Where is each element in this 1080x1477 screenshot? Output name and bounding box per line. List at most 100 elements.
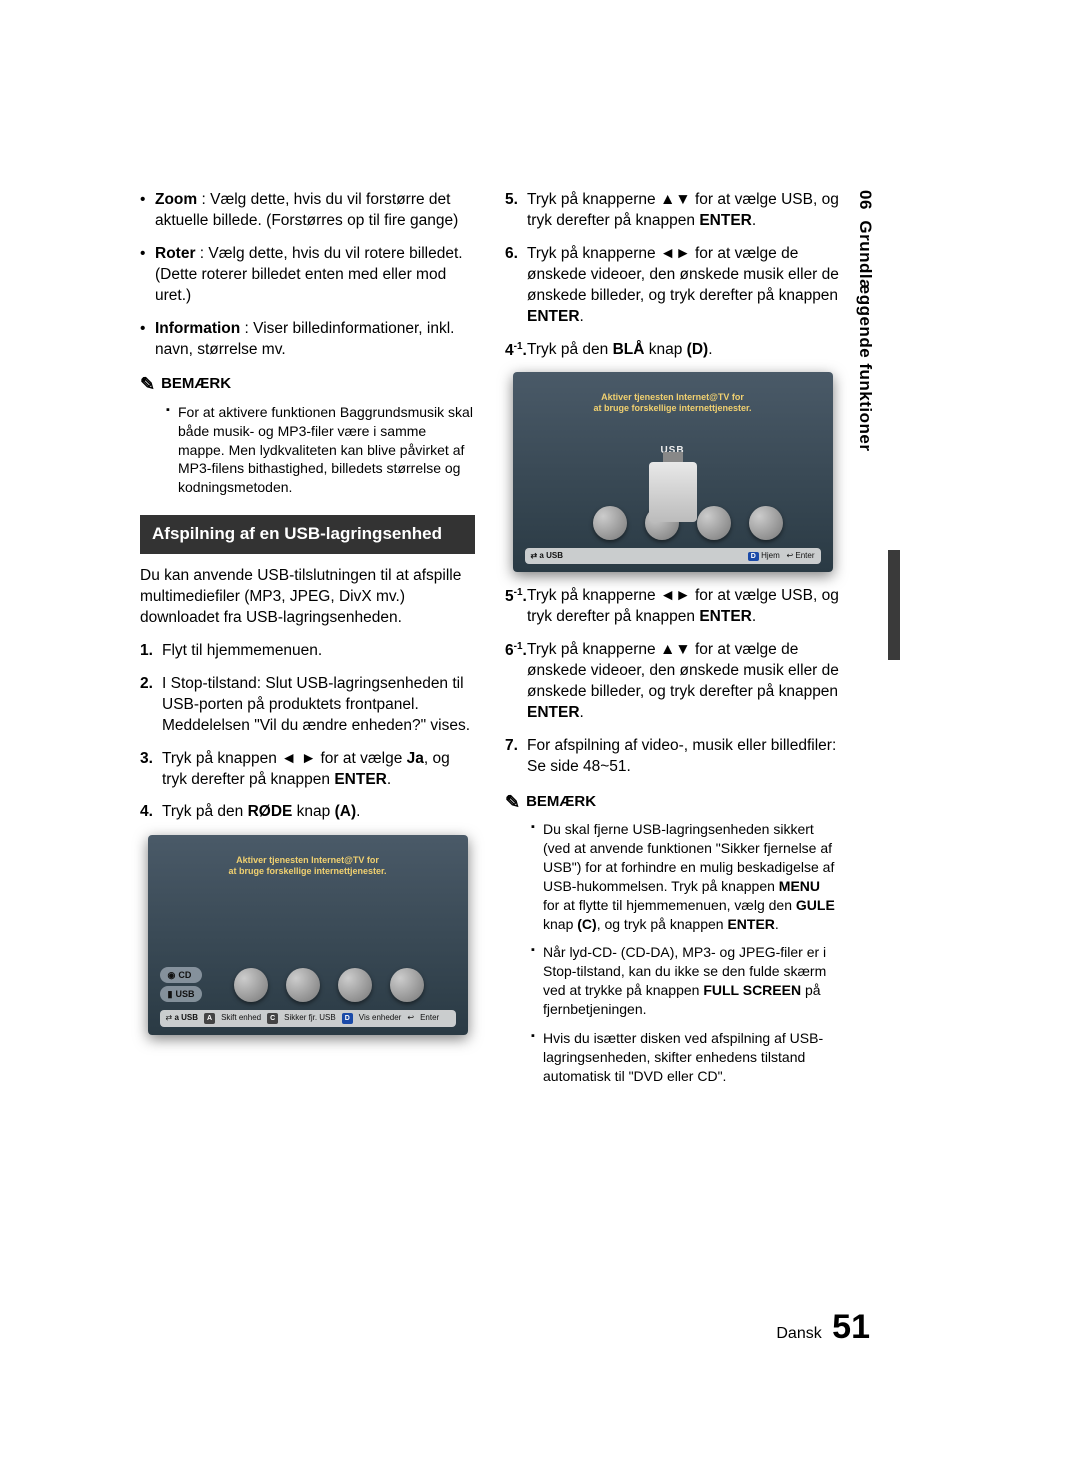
section-heading: Afspilning af en USB-lagringsenhed xyxy=(140,515,475,554)
step-4: 4. Tryk på den RØDE knap (A). xyxy=(140,802,475,823)
footer-text: ⇄ a USB xyxy=(166,1013,199,1024)
step-text: Flyt til hjemmemenuen. xyxy=(162,642,322,659)
footer-text: Enter xyxy=(420,1013,439,1024)
note-icon: ✎ xyxy=(140,372,155,396)
side-chapter-tab: 06 Grundlæggende funktioner xyxy=(855,190,875,451)
term: Information xyxy=(155,320,240,337)
manual-page: 06 Grundlæggende funktioner Zoom : Vælg … xyxy=(0,0,1080,1477)
note-icon: ✎ xyxy=(505,790,520,814)
banner-line1: Aktiver tjenesten Internet@TV for xyxy=(160,855,456,866)
disc-icon: ◉ xyxy=(168,969,176,981)
step-text: Tryk på knapperne ▲▼ for at vælge de øns… xyxy=(527,641,839,721)
tv-screenshot-with-chips: Aktiver tjenesten Internet@TV for at bru… xyxy=(148,835,468,1035)
step-number: 4-1. xyxy=(505,340,527,362)
chip-cd: ◉CD xyxy=(160,967,203,983)
step-5-1: 5-1. Tryk på knapperne ◄► for at vælge U… xyxy=(505,586,840,628)
chapter-title: Grundlæggende funktioner xyxy=(856,220,875,451)
tv-screenshot-usb: Aktiver tjenesten Internet@TV for at bru… xyxy=(513,372,833,572)
def-information: Information : Viser billedinformationer,… xyxy=(140,319,475,361)
step-3: 3. Tryk på knappen ◄ ► for at vælge Ja, … xyxy=(140,749,475,791)
footer-text: Skift enhed xyxy=(221,1013,261,1024)
step-4-1: 4-1. Tryk på den BLÅ knap (D). xyxy=(505,340,840,361)
step-number: 6. xyxy=(505,244,518,265)
def-zoom: Zoom : Vælg dette, hvis du vil forstørre… xyxy=(140,190,475,232)
usb-preview: USB xyxy=(649,444,697,522)
banner-line2: at bruge forskellige internettjenester. xyxy=(525,403,821,414)
chip-label: CD xyxy=(178,969,191,981)
note-heading: ✎ BEMÆRK xyxy=(505,790,840,814)
note-text: Hvis du isætter disken ved afspilning af… xyxy=(505,1029,840,1086)
media-icon xyxy=(338,968,372,1002)
footer-right: D Hjem ↩ Enter xyxy=(748,551,815,562)
step-text: Tryk på knappen ◄ ► for at vælge Ja, og … xyxy=(162,750,450,788)
footer-text: ⇄ a USB xyxy=(531,551,564,562)
step-number: 2. xyxy=(140,674,153,695)
step-1: 1. Flyt til hjemmemenuen. xyxy=(140,641,475,662)
media-icon xyxy=(390,968,424,1002)
step-5: 5. Tryk på knapperne ▲▼ for at vælge USB… xyxy=(505,190,840,232)
screenshot-banner: Aktiver tjenesten Internet@TV for at bru… xyxy=(160,855,456,877)
note-heading: ✎ BEMÆRK xyxy=(140,372,475,396)
chapter-number: 06 xyxy=(856,190,875,210)
step-text: Tryk på den RØDE knap (A). xyxy=(162,803,360,820)
banner-line2: at bruge forskellige internettjenester. xyxy=(160,866,456,877)
button-d-tag: D xyxy=(748,552,759,561)
step-number: 1. xyxy=(140,641,153,662)
media-icon xyxy=(749,506,783,540)
step-number: 7. xyxy=(505,736,518,757)
step-text: Tryk på knapperne ◄► for at vælge de øns… xyxy=(527,245,839,325)
page-number: 51 xyxy=(832,1308,870,1346)
step-text: Tryk på den BLÅ knap (D). xyxy=(527,341,713,358)
usb-icon: ▮ xyxy=(168,988,173,1000)
note-label: BEMÆRK xyxy=(161,374,231,394)
device-chips: ◉CD ▮USB xyxy=(160,967,203,1002)
step-number: 3. xyxy=(140,749,153,770)
button-d-tag: D xyxy=(342,1013,353,1024)
thumb-index-bar xyxy=(888,550,900,660)
button-c-tag: C xyxy=(267,1013,278,1024)
footer-text: Sikker fjr. USB xyxy=(284,1013,336,1024)
note-text: Du skal fjerne USB-lagringsenheden sikke… xyxy=(505,820,840,933)
chip-label: USB xyxy=(175,988,194,1000)
step-7: 7. For afspilning af video-, musik eller… xyxy=(505,736,840,778)
media-icon xyxy=(234,968,268,1002)
step-number: 6-1. xyxy=(505,640,527,662)
def-roter: Roter : Vælg dette, hvis du vil rotere b… xyxy=(140,244,475,307)
term-text: : Vælg dette, hvis du vil rotere billede… xyxy=(155,245,463,304)
step-text: Tryk på knapperne ▲▼ for at vælge USB, o… xyxy=(527,191,839,229)
screenshot-footer: ⇄ a USB A Skift enhed C Sikker fjr. USB … xyxy=(160,1010,456,1027)
usb-drive-icon xyxy=(649,462,697,522)
enter-icon: ↩ xyxy=(407,1013,414,1024)
language-label: Dansk xyxy=(776,1325,821,1342)
right-column: 5. Tryk på knapperne ▲▼ for at vælge USB… xyxy=(505,190,840,1096)
media-icon xyxy=(593,506,627,540)
screenshot-body: ◉CD ▮USB xyxy=(160,881,456,1010)
step-6-1: 6-1. Tryk på knapperne ▲▼ for at vælge d… xyxy=(505,640,840,724)
footer-text: Enter xyxy=(795,551,814,560)
step-text: For afspilning af video-, musik eller bi… xyxy=(527,737,836,775)
step-number: 5-1. xyxy=(505,586,527,608)
page-footer: Dansk 51 xyxy=(776,1308,870,1347)
button-a-tag: A xyxy=(204,1013,215,1024)
note-text: For at aktivere funktionen Baggrundsmusi… xyxy=(140,403,475,497)
media-icon xyxy=(697,506,731,540)
banner-line1: Aktiver tjenesten Internet@TV for xyxy=(525,392,821,403)
term-text: : Vælg dette, hvis du vil forstørre det … xyxy=(155,191,458,229)
step-text: Tryk på knapperne ◄► for at vælge USB, o… xyxy=(527,587,839,625)
screenshot-banner: Aktiver tjenesten Internet@TV for at bru… xyxy=(525,392,821,414)
step-6: 6. Tryk på knapperne ◄► for at vælge de … xyxy=(505,244,840,328)
step-number: 5. xyxy=(505,190,518,211)
screenshot-footer: ⇄ a USB D Hjem ↩ Enter xyxy=(525,548,821,565)
note-text: Når lyd-CD- (CD-DA), MP3- og JPEG-filer … xyxy=(505,943,840,1019)
footer-text: Hjem xyxy=(761,551,780,560)
media-icon xyxy=(286,968,320,1002)
step-text: I Stop-tilstand: Slut USB-lagringsenhede… xyxy=(162,675,470,734)
step-2: 2. I Stop-tilstand: Slut USB-lagringsenh… xyxy=(140,674,475,737)
step-number: 4. xyxy=(140,802,153,823)
section-intro: Du kan anvende USB-tilslutningen til at … xyxy=(140,566,475,629)
left-column: Zoom : Vælg dette, hvis du vil forstørre… xyxy=(140,190,475,1096)
term: Roter xyxy=(155,245,195,262)
footer-text: Vis enheder xyxy=(359,1013,402,1024)
chip-usb: ▮USB xyxy=(160,986,203,1002)
note-label: BEMÆRK xyxy=(526,792,596,812)
